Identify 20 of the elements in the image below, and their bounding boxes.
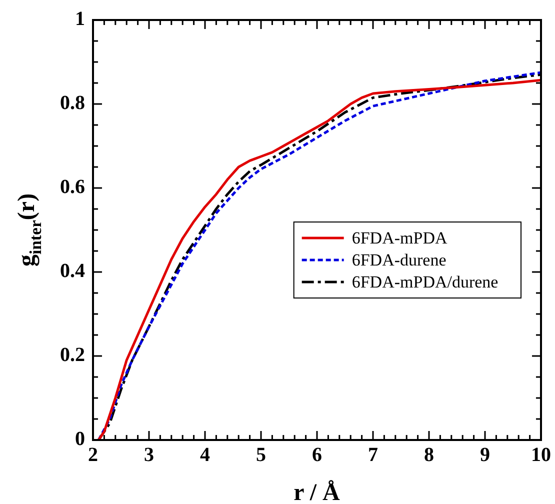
x-tick-label: 2: [88, 444, 98, 466]
y-axis-title: ginter(r): [14, 193, 46, 267]
y-tick-label: 0.8: [60, 92, 85, 114]
x-tick-label: 10: [531, 444, 551, 466]
x-tick-label: 5: [256, 444, 266, 466]
x-tick-label: 7: [368, 444, 378, 466]
y-tick-label: 1: [75, 8, 85, 30]
y-tick-label: 0.6: [60, 176, 85, 198]
x-tick-label: 3: [144, 444, 154, 466]
y-tick-label: 0.4: [60, 260, 85, 282]
legend-label: 6FDA-durene: [352, 250, 446, 270]
x-axis-title: r / Å: [294, 480, 341, 504]
y-tick-label: 0: [75, 428, 85, 450]
x-tick-label: 8: [424, 444, 434, 466]
x-tick-label: 6: [312, 444, 322, 466]
x-tick-label: 9: [480, 444, 490, 466]
y-tick-label: 0.2: [60, 344, 85, 366]
legend-label: 6FDA-mPDA/durene: [352, 272, 498, 292]
legend-label: 6FDA-mPDA: [352, 228, 448, 248]
x-tick-label: 4: [200, 444, 210, 466]
